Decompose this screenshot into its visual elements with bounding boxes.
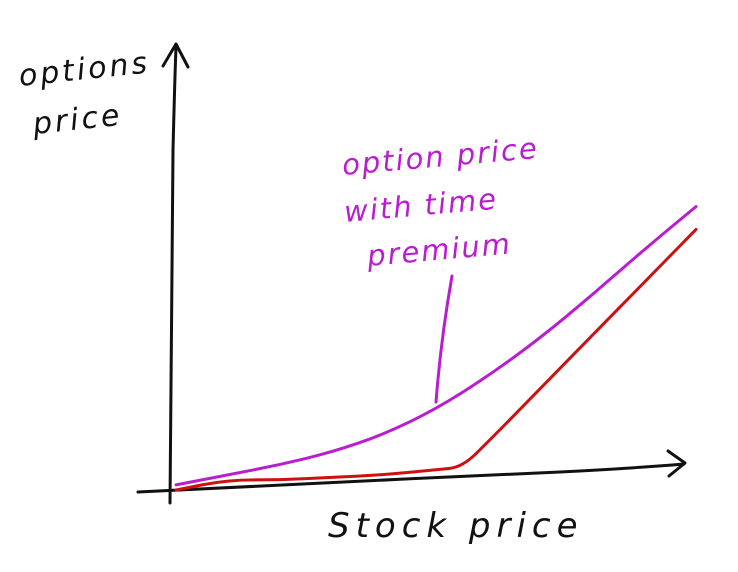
annotation-text-line-1: option price — [341, 131, 540, 182]
y-axis-title-line-1: options — [17, 45, 151, 94]
x-axis-line — [136, 462, 686, 494]
annotation-pointer-line — [434, 274, 454, 404]
x-axis — [136, 449, 687, 494]
series-line-2 — [174, 227, 698, 492]
y-axis-arrowhead — [161, 42, 190, 69]
x-axis-title: Stock price — [328, 506, 584, 546]
series-line-1 — [174, 205, 698, 487]
annotation-text-line-3: premium — [365, 226, 514, 273]
y-axis-line — [168, 46, 178, 505]
x-axis-arrowhead — [666, 449, 687, 478]
y-axis — [161, 42, 190, 505]
y-axis-title-line-2: price — [30, 98, 124, 142]
series-layer — [174, 205, 698, 492]
annotation-text-line-2: with time — [343, 182, 500, 229]
